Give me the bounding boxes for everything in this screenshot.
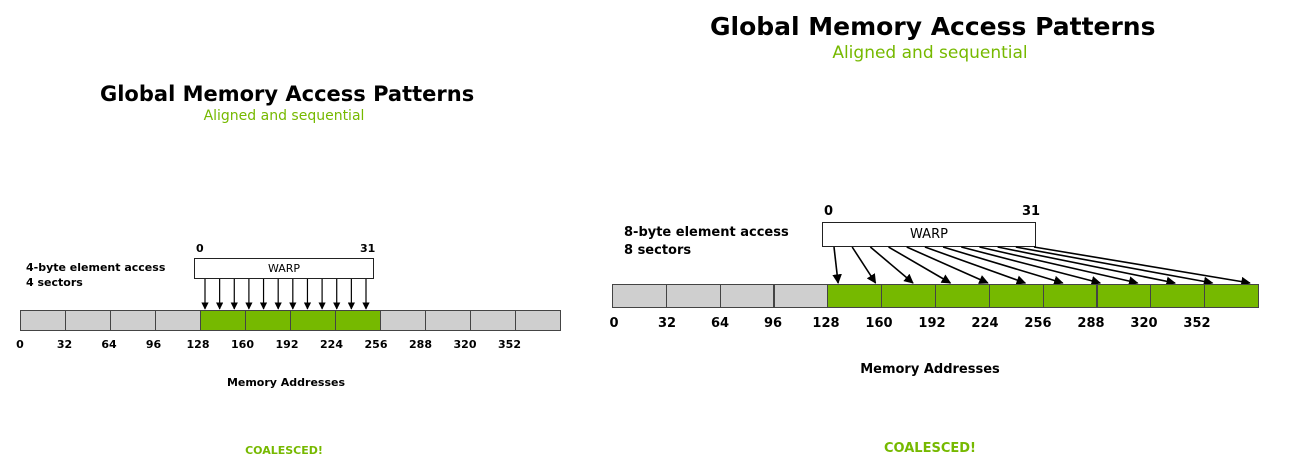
address-label: 32	[56, 338, 73, 351]
address-label: 224	[971, 316, 999, 331]
address-label: 0	[609, 316, 619, 331]
memory-sector-accessed	[200, 310, 246, 331]
warp-start-index: 0	[824, 204, 834, 219]
access-size-label: 8-byte element access	[624, 225, 789, 240]
diagram-subtitle: Aligned and sequential	[203, 108, 365, 124]
thread-arrow	[906, 246, 989, 284]
access-description: 4-byte element access 4 sectors	[26, 261, 165, 291]
warp-box: WARP	[822, 222, 1036, 247]
memory-sector-accessed	[335, 310, 381, 331]
address-label: 192	[275, 338, 299, 351]
sector-count-label: 4 sectors	[26, 275, 83, 289]
memory-sector	[110, 310, 156, 331]
address-label: 128	[186, 338, 210, 351]
address-label: 32	[657, 316, 677, 331]
memory-sector	[470, 310, 516, 331]
memory-sector-accessed	[881, 284, 936, 308]
diagram-title: Global Memory Access Patterns	[100, 82, 475, 106]
address-label: 352	[498, 338, 521, 351]
memory-sector-accessed	[290, 310, 336, 331]
address-label: 256	[364, 338, 388, 351]
memory-sector-accessed	[988, 284, 1044, 308]
address-label: 320	[453, 338, 477, 351]
address-label: 192	[918, 316, 946, 331]
memory-sector	[155, 310, 201, 331]
memory-sector-accessed	[245, 310, 291, 331]
thread-arrow	[832, 246, 842, 284]
axis-title: Memory Addresses	[860, 362, 1000, 377]
thread-arrow	[1033, 246, 1251, 287]
thread-arrow	[997, 246, 1176, 286]
diagram-subtitle: Aligned and sequential	[832, 43, 1028, 63]
thread-arrow	[924, 246, 1027, 285]
memory-sector	[612, 284, 667, 308]
diagram-title: Global Memory Access Patterns	[710, 12, 1156, 41]
warp-label: WARP	[910, 227, 948, 242]
address-label: 288	[409, 338, 432, 351]
address-label: 224	[320, 338, 343, 351]
address-label: 0	[16, 338, 24, 351]
memory-sector-accessed	[1042, 284, 1098, 308]
warp-start-index: 0	[196, 242, 204, 255]
memory-sector	[380, 310, 426, 331]
thread-arrow	[869, 246, 914, 284]
memory-sector-accessed	[827, 284, 883, 308]
memory-sector	[65, 310, 111, 331]
memory-sector-accessed	[1150, 284, 1206, 308]
warp-box: WARP	[194, 258, 374, 279]
thread-arrow	[961, 246, 1102, 286]
memory-sector	[665, 284, 721, 308]
address-label: 64	[710, 316, 730, 331]
access-description: 8-byte element access 8 sectors	[624, 224, 789, 259]
address-label: 96	[145, 338, 162, 351]
thread-arrow	[979, 246, 1139, 286]
thread-arrows	[832, 246, 1251, 287]
thread-arrow	[942, 246, 1064, 286]
address-label: 288	[1077, 316, 1105, 331]
panel-4-byte-access: Global Memory Access Patterns Aligned an…	[0, 0, 580, 462]
thread-arrow	[888, 246, 952, 284]
memory-sector-accessed	[935, 284, 990, 308]
memory-sector	[425, 310, 471, 331]
memory-sector-accessed	[1204, 284, 1259, 308]
warp-label: WARP	[267, 262, 301, 275]
memory-sector-accessed	[1096, 284, 1152, 308]
panel-8-byte-access: Global Memory Access Patterns Aligned an…	[600, 0, 1302, 462]
result-label: COALESCED!	[884, 441, 976, 456]
address-label: 160	[231, 338, 254, 351]
address-label: 96	[763, 316, 783, 331]
thread-arrows	[201, 279, 370, 310]
warp-end-index: 31	[1022, 204, 1041, 219]
memory-sector	[719, 284, 775, 308]
address-label: 320	[1130, 316, 1158, 331]
result-label: COALESCED!	[245, 444, 323, 457]
warp-end-index: 31	[360, 242, 376, 255]
access-size-label: 4-byte element access	[26, 261, 166, 274]
memory-sector	[515, 310, 561, 331]
memory-sector	[20, 310, 66, 331]
address-label: 128	[812, 316, 840, 331]
address-label: 64	[101, 338, 117, 351]
sector-count-label: 8 sectors	[624, 242, 692, 258]
address-label: 160	[865, 316, 893, 331]
thread-arrow	[1015, 246, 1214, 287]
thread-arrow	[851, 246, 877, 284]
address-label: 352	[1183, 316, 1211, 331]
axis-title: Memory Addresses	[226, 376, 346, 389]
address-label: 256	[1024, 316, 1052, 331]
memory-sector	[773, 284, 829, 308]
